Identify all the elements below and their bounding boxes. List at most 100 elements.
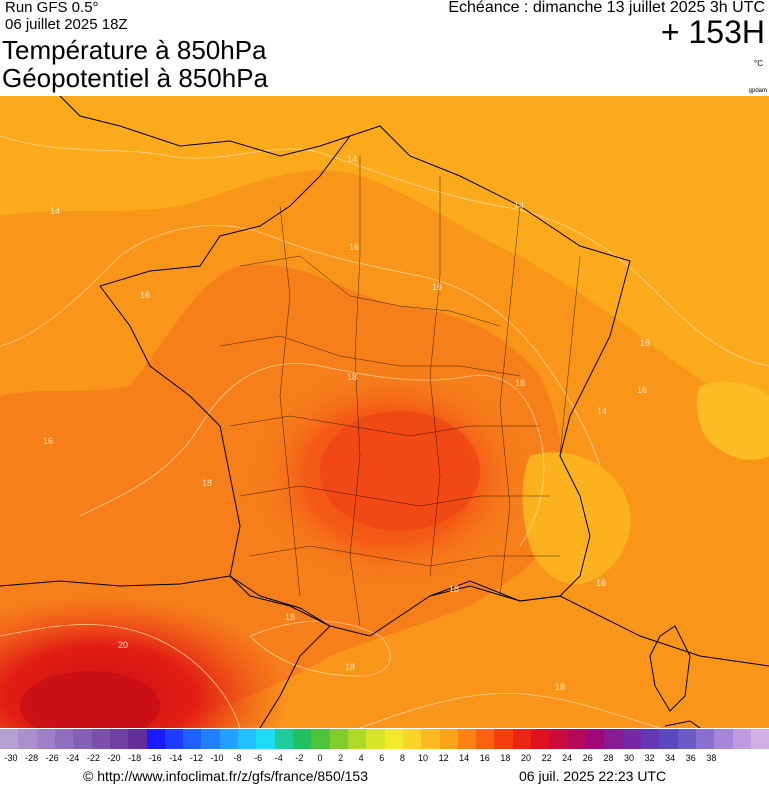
contour-label: 18 — [347, 372, 357, 382]
color-scale-swatch — [0, 729, 19, 749]
contour-label: 16 — [640, 338, 650, 348]
temp-zone-alps — [522, 452, 631, 585]
color-scale-swatch — [18, 729, 37, 749]
color-scale-swatch — [604, 729, 623, 749]
color-scale-swatch — [238, 729, 257, 749]
source-url: © http://www.infoclimat.fr/z/gfs/france/… — [83, 768, 368, 784]
unit-label: °C — [754, 59, 763, 68]
color-scale-tick: 16 — [479, 753, 490, 763]
color-scale-swatch — [54, 729, 74, 749]
contour-14 — [0, 135, 769, 367]
color-scale-swatch — [402, 729, 422, 749]
departments — [219, 156, 581, 627]
color-scale-swatch — [476, 729, 495, 749]
med-coast — [259, 580, 769, 728]
contour-value-labels: 14 14 16 16 14 14 16 18 18 18 16 18 16 1… — [43, 154, 650, 692]
color-scale-swatch — [91, 729, 110, 749]
color-scale-tick: 8 — [399, 753, 405, 763]
color-scale-swatch — [274, 729, 293, 749]
borders — [0, 96, 769, 728]
contour-label: 14 — [514, 200, 524, 210]
color-scale-swatch — [494, 729, 513, 749]
color-scale-tick: -12 — [189, 753, 203, 763]
color-scale-tick: 28 — [603, 753, 614, 763]
contour-lines — [0, 135, 769, 728]
forecast-hour-offset: + 153H — [660, 14, 765, 50]
color-scale — [0, 729, 769, 749]
color-scale-swatch — [640, 729, 660, 749]
color-scale-swatch — [366, 729, 385, 749]
temperature-map: 14 14 16 16 14 14 16 18 18 18 16 18 16 1… — [0, 96, 769, 728]
color-scale-tick: 20 — [520, 753, 532, 763]
color-scale-tick: 4 — [358, 753, 364, 763]
contour-18-med — [359, 693, 661, 728]
color-scale-swatch — [219, 729, 239, 749]
color-scale-swatch — [586, 729, 605, 749]
color-scale-tick: 34 — [665, 753, 676, 763]
color-scale-swatch — [36, 729, 55, 749]
color-scale-tick: -26 — [45, 753, 59, 763]
brand-label: gpdam — [748, 88, 767, 94]
contour-18 — [79, 363, 545, 547]
color-scale-tick: -8 — [233, 753, 242, 763]
color-scale-tick: -24 — [66, 753, 80, 763]
color-scale-tick: 14 — [459, 753, 470, 763]
color-scale-swatch — [109, 729, 129, 749]
color-scale-tick: 30 — [623, 753, 635, 763]
color-scale-swatch — [146, 729, 165, 749]
color-scale-swatch — [732, 729, 751, 749]
contour-label: 18 — [202, 478, 212, 488]
color-scale-swatch — [622, 729, 641, 749]
color-scale-swatch — [714, 729, 733, 749]
color-scale-swatch — [164, 729, 184, 749]
color-scale-swatch — [750, 729, 769, 749]
contour-label: 18 — [449, 584, 459, 594]
color-scale-tick: -6 — [254, 753, 263, 763]
color-scale-swatch — [293, 729, 312, 749]
color-scale-tick: 36 — [685, 753, 696, 763]
color-scale-swatch — [512, 729, 532, 749]
map-title-geopotential: Géopotentiel à 850hPa — [2, 63, 268, 93]
color-scale-swatch — [421, 729, 440, 749]
color-scale-swatch — [567, 729, 586, 749]
color-scale-tick: 0 — [317, 753, 323, 763]
contour-label: 20 — [118, 640, 128, 650]
color-scale-swatch — [201, 729, 220, 749]
color-scale-ticks: -30 -28 -26 -24 -22 -20 -18 -16 -14 -12 -10 -8 -6 -4-… — [0, 753, 769, 765]
color-scale-swatch — [329, 729, 348, 749]
temp-core-iberia-inner — [20, 671, 160, 728]
color-scale-tick: -4 — [274, 753, 283, 763]
contour-label: 18 — [285, 612, 295, 622]
forecast-valid-time: Echéance : dimanche 13 juillet 2025 3h U… — [448, 0, 765, 16]
run-label: Run GFS 0.5° — [5, 0, 99, 16]
contour-label: 16 — [637, 385, 647, 395]
color-scale-tick: -10 — [210, 753, 224, 763]
contour-label: 18 — [555, 682, 565, 692]
color-scale-swatch — [384, 729, 403, 749]
color-scale-tick: -16 — [148, 753, 162, 763]
contour-label: 18 — [515, 378, 525, 388]
contour-18-south — [249, 620, 391, 677]
contour-label: 16 — [432, 282, 442, 292]
contour-label: 14 — [347, 154, 357, 164]
color-scale-swatch — [549, 729, 568, 749]
color-scale-tick: -30 — [4, 753, 18, 763]
contour-label: 16 — [140, 290, 150, 300]
generated-timestamp: 06 juil. 2025 22:23 UTC — [519, 768, 667, 784]
contour-16 — [0, 225, 601, 467]
color-scale-tick: 22 — [541, 753, 552, 763]
contour-20 — [0, 624, 241, 728]
color-scale-swatch — [311, 729, 330, 749]
contour-label: 16 — [596, 578, 606, 588]
temp-zone-east — [696, 381, 769, 460]
iberia-coast — [0, 575, 331, 627]
uk-coast — [59, 96, 351, 157]
color-scale-tick: 6 — [379, 753, 385, 763]
temp-core-center-inner — [320, 411, 480, 531]
color-scale-tick: 18 — [500, 753, 511, 763]
color-scale-tick: 26 — [582, 753, 593, 763]
color-scale-swatch — [659, 729, 678, 749]
france-outline — [99, 125, 631, 637]
color-scale-tick: -20 — [107, 753, 121, 763]
color-scale-tick: 38 — [706, 753, 717, 763]
